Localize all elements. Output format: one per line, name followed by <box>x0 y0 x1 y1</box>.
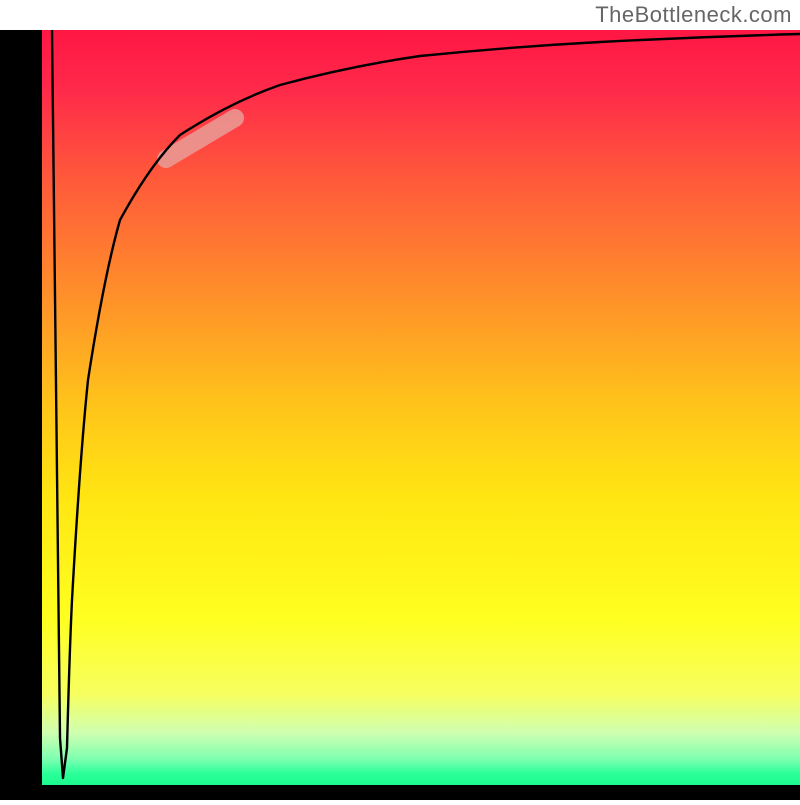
x-axis-frame <box>0 785 800 800</box>
bottleneck-chart <box>0 0 800 800</box>
y-axis-frame <box>0 30 42 800</box>
chart-svg <box>0 0 800 800</box>
plot-background <box>42 30 800 785</box>
watermark-text: TheBottleneck.com <box>595 2 792 28</box>
